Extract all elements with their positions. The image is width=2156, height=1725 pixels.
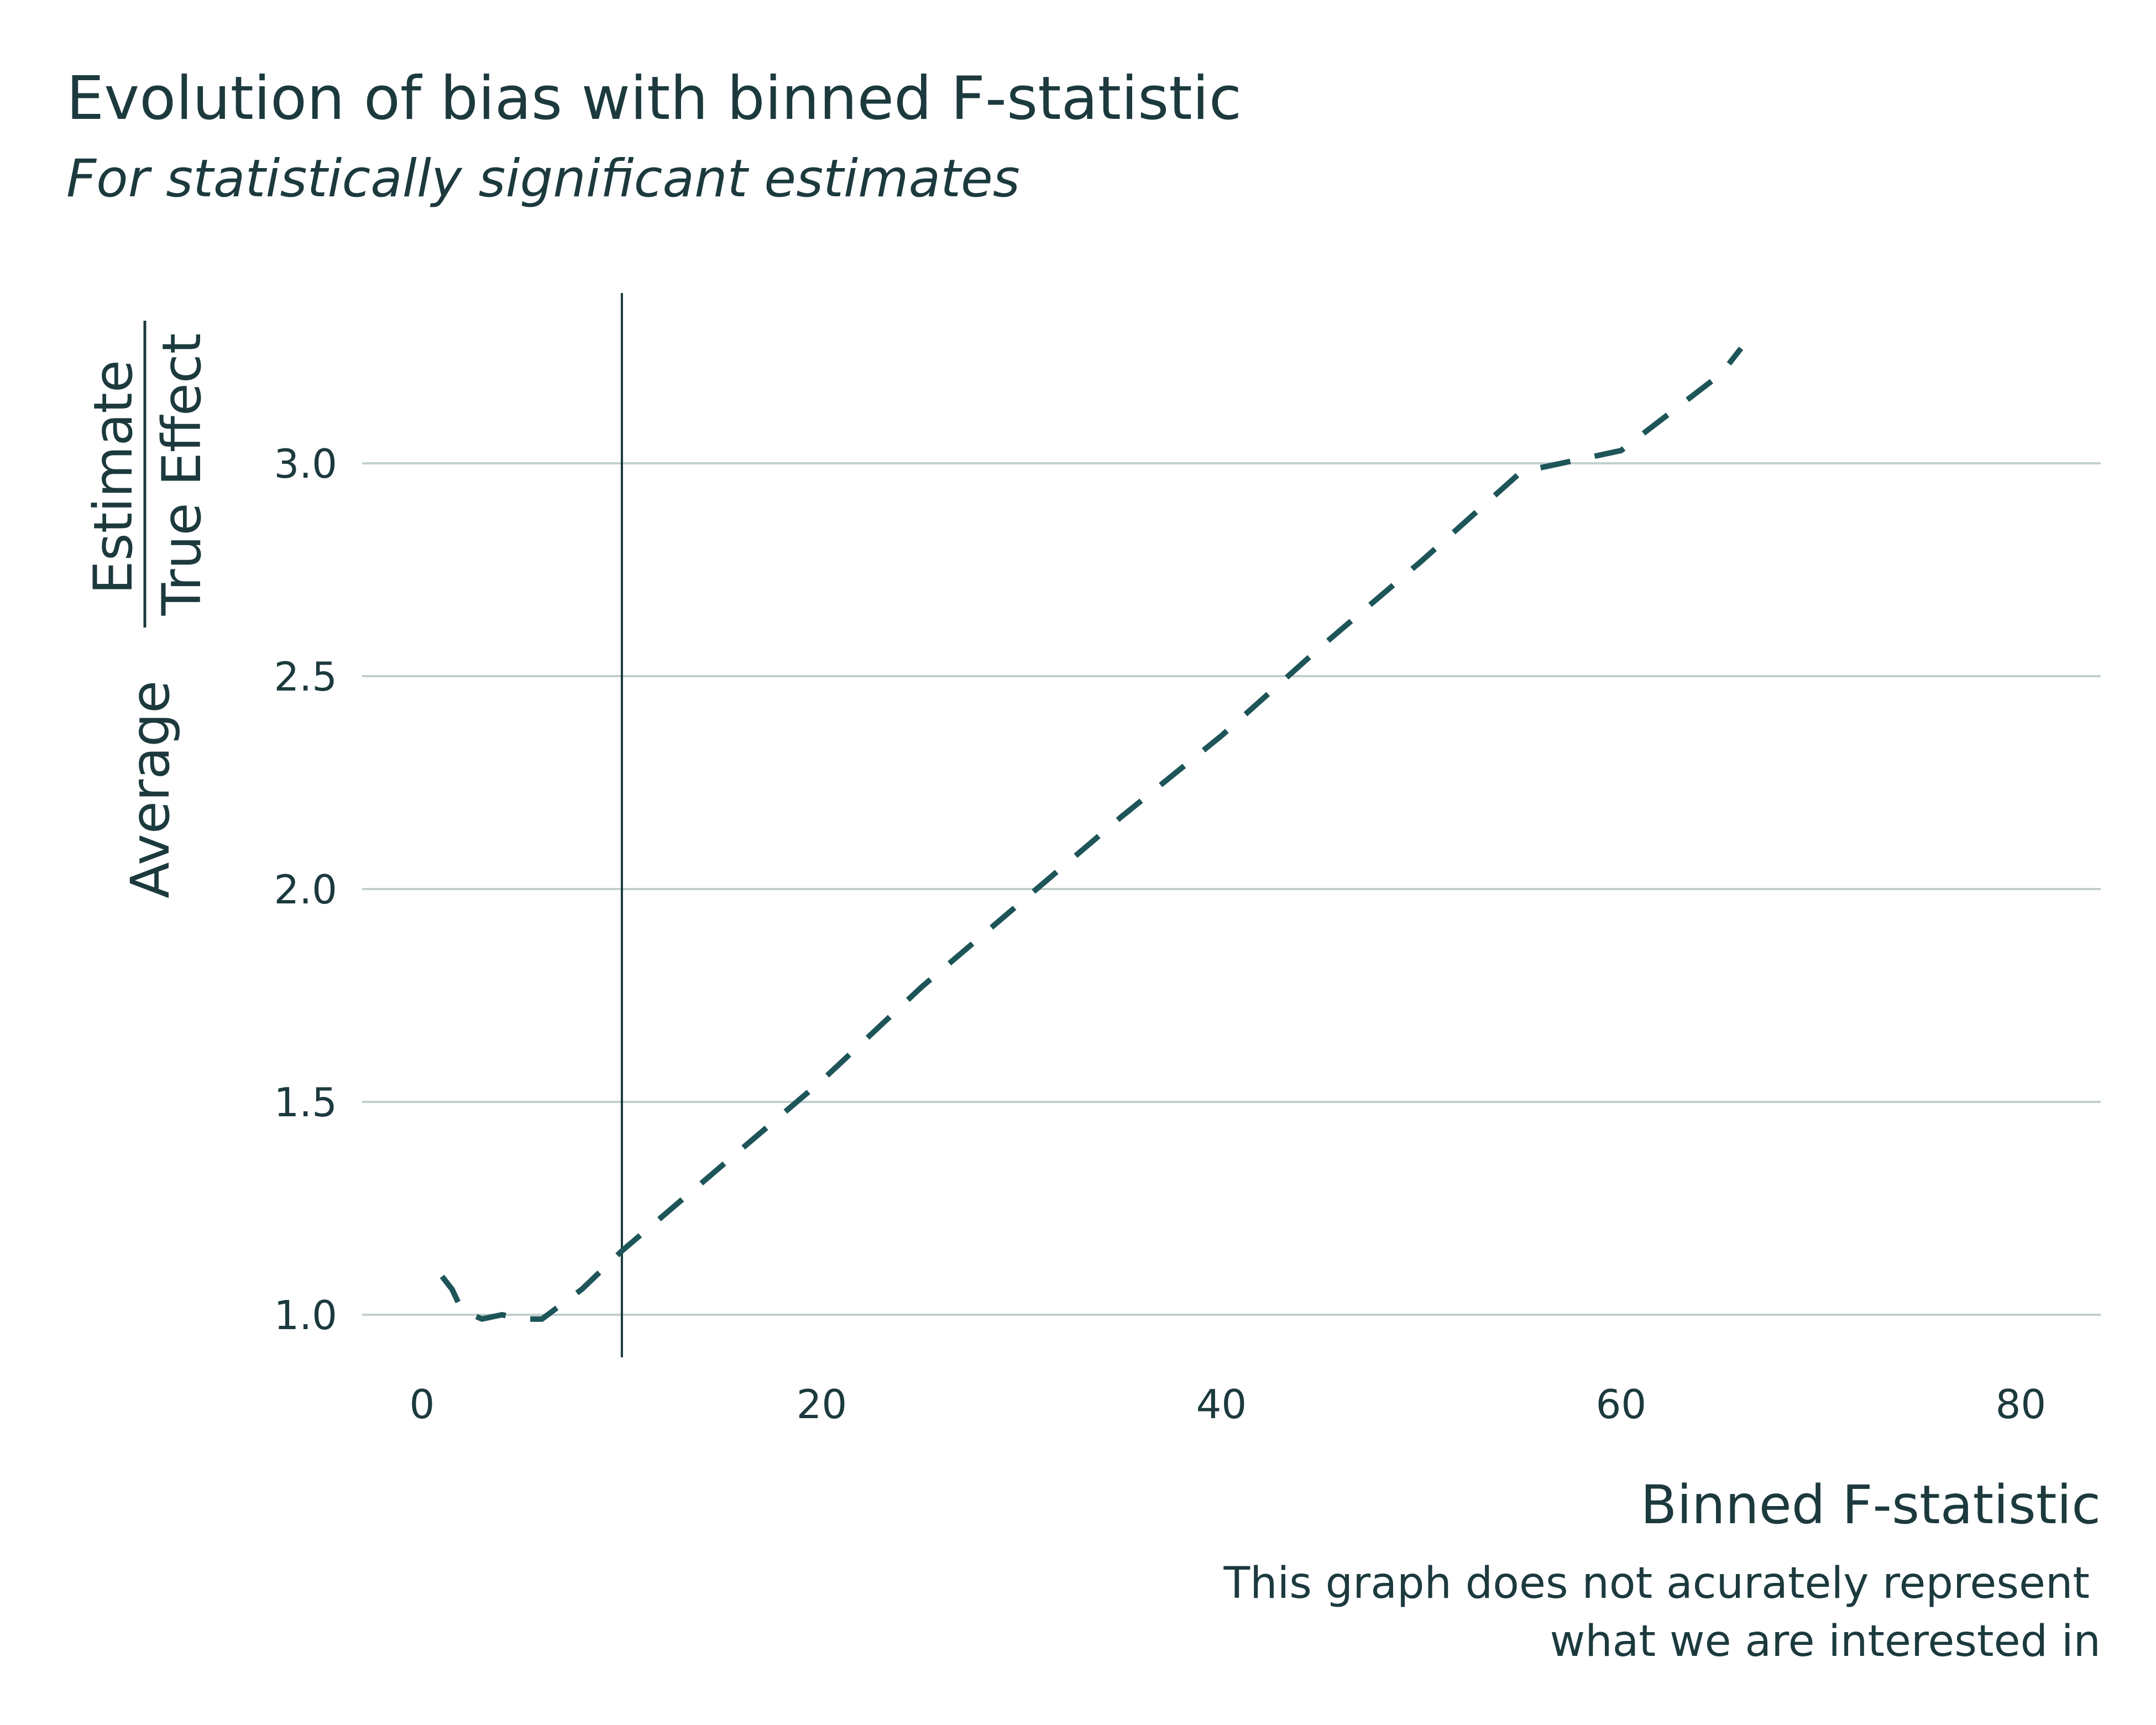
caption-line-2: what we are interested in: [1550, 1617, 2101, 1666]
y-tick-label: 2.5: [274, 654, 337, 700]
y-tick-labels: 1.0 1.5 2.0 2.5 3.0: [274, 441, 337, 1339]
y-axis-title: Average Estimate True Effect: [82, 321, 213, 898]
y-axis-title-numerator: Estimate: [82, 360, 144, 594]
y-tick-label: 1.0: [274, 1292, 337, 1339]
gridlines: [362, 462, 2101, 1316]
y-axis-title-denominator: True Effect: [151, 333, 213, 616]
x-tick-label: 20: [797, 1381, 847, 1428]
y-tick-label: 3.0: [274, 441, 337, 487]
x-tick-label: 0: [410, 1381, 435, 1428]
caption-line-1: This graph does not acurately represent: [1223, 1559, 2090, 1608]
y-tick-label: 2.0: [274, 866, 337, 913]
x-tick-label: 40: [1196, 1381, 1247, 1428]
y-tick-label: 1.5: [274, 1079, 337, 1126]
x-axis-title: Binned F-statistic: [1641, 1474, 2101, 1536]
chart-subtitle: For statistically significant estimates: [66, 149, 1020, 209]
series-group: [439, 347, 1744, 1322]
x-tick-label: 80: [1996, 1381, 2047, 1428]
x-tick-labels: 0 20 40 60 80: [410, 1381, 2047, 1428]
x-tick-label: 60: [1596, 1381, 1647, 1428]
chart-title: Evolution of bias with binned F-statisti…: [66, 64, 1242, 133]
series-line-0: [439, 347, 1744, 1322]
y-axis-title-prefix: Average: [119, 681, 181, 898]
